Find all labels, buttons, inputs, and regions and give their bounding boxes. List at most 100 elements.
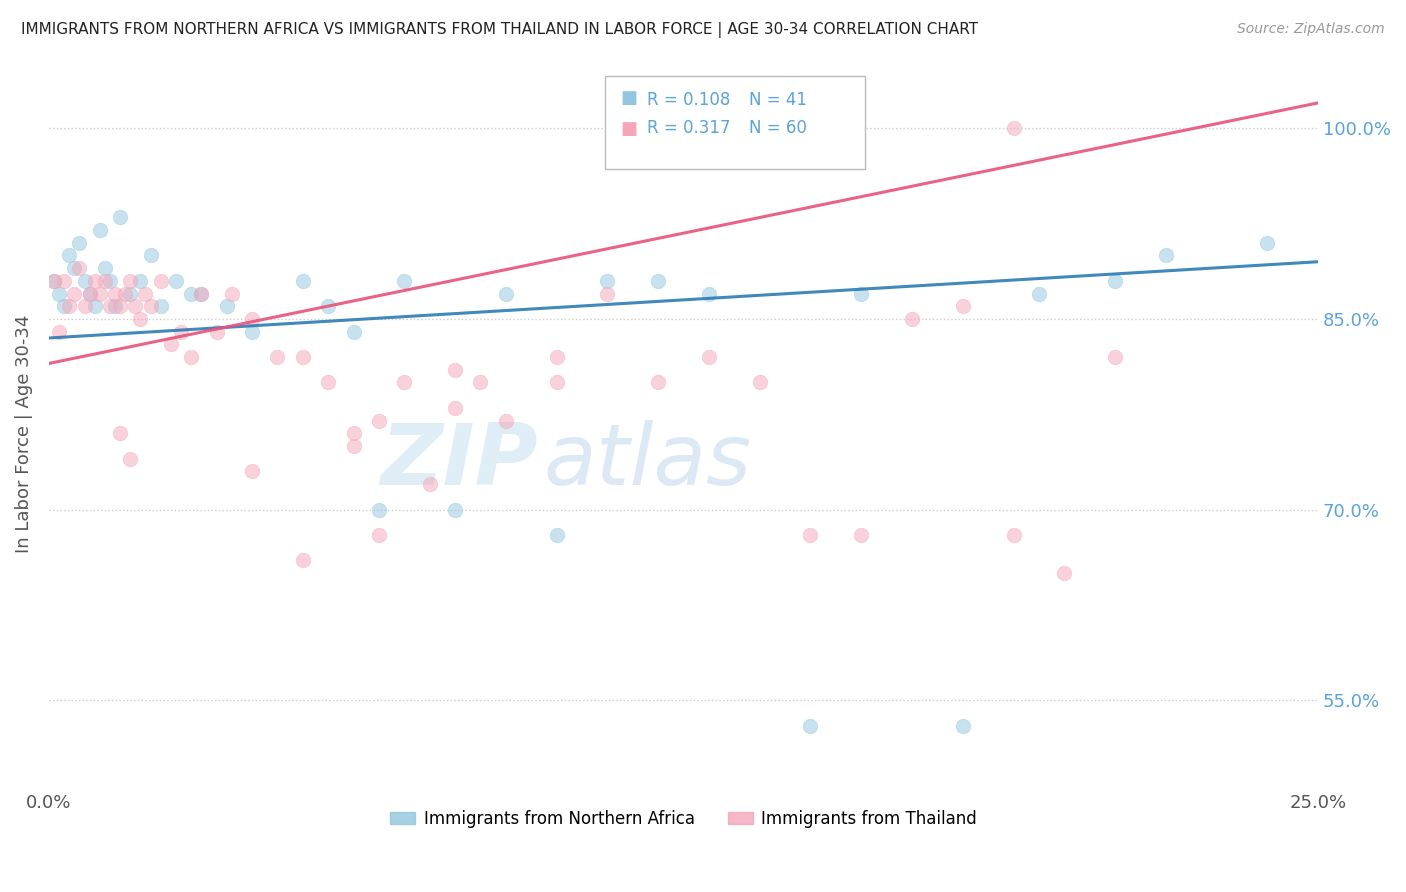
Point: [546, 376, 568, 390]
Text: R = 0.108: R = 0.108: [647, 91, 730, 109]
Point: [444, 363, 467, 377]
Point: [748, 376, 770, 390]
Point: [291, 350, 314, 364]
Y-axis label: In Labor Force | Age 30-34: In Labor Force | Age 30-34: [15, 314, 32, 552]
Point: [129, 274, 152, 288]
Point: [444, 502, 467, 516]
Point: [134, 286, 156, 301]
Point: [444, 401, 467, 415]
Point: [342, 325, 364, 339]
Point: [73, 299, 96, 313]
Point: [240, 325, 263, 339]
Point: [215, 299, 238, 313]
Point: [94, 274, 117, 288]
Point: [697, 350, 720, 364]
Text: ■: ■: [620, 89, 637, 107]
Point: [98, 299, 121, 313]
Point: [180, 286, 202, 301]
Point: [799, 528, 821, 542]
Point: [67, 261, 90, 276]
Point: [79, 286, 101, 301]
Point: [368, 502, 391, 516]
Point: [42, 274, 65, 288]
Point: [124, 299, 146, 313]
Text: R = 0.317: R = 0.317: [647, 119, 730, 136]
Point: [205, 325, 228, 339]
Point: [952, 719, 974, 733]
Point: [901, 312, 924, 326]
Point: [165, 274, 187, 288]
Text: IMMIGRANTS FROM NORTHERN AFRICA VS IMMIGRANTS FROM THAILAND IN LABOR FORCE | AGE: IMMIGRANTS FROM NORTHERN AFRICA VS IMMIG…: [21, 22, 979, 38]
Point: [240, 465, 263, 479]
Point: [495, 414, 517, 428]
Text: N = 41: N = 41: [749, 91, 807, 109]
Point: [596, 286, 619, 301]
Point: [316, 299, 339, 313]
Point: [108, 426, 131, 441]
Point: [1104, 350, 1126, 364]
Point: [104, 299, 127, 313]
Point: [1154, 248, 1177, 262]
Point: [495, 286, 517, 301]
Point: [48, 286, 70, 301]
Point: [58, 299, 80, 313]
Point: [108, 299, 131, 313]
Text: ■: ■: [620, 120, 637, 138]
Point: [73, 274, 96, 288]
Point: [1104, 274, 1126, 288]
Point: [368, 414, 391, 428]
Point: [596, 274, 619, 288]
Point: [266, 350, 288, 364]
Point: [120, 286, 142, 301]
Point: [1028, 286, 1050, 301]
Point: [546, 350, 568, 364]
Point: [342, 439, 364, 453]
Point: [108, 211, 131, 225]
Point: [546, 528, 568, 542]
Point: [89, 286, 111, 301]
Point: [221, 286, 243, 301]
Point: [58, 248, 80, 262]
Point: [149, 274, 172, 288]
Point: [419, 477, 441, 491]
Point: [53, 299, 76, 313]
Point: [114, 286, 136, 301]
Point: [67, 235, 90, 250]
Legend: Immigrants from Northern Africa, Immigrants from Thailand: Immigrants from Northern Africa, Immigra…: [384, 803, 984, 834]
Point: [120, 451, 142, 466]
Point: [129, 312, 152, 326]
Point: [94, 261, 117, 276]
Point: [53, 274, 76, 288]
Point: [83, 299, 105, 313]
Point: [79, 286, 101, 301]
Point: [48, 325, 70, 339]
Point: [190, 286, 212, 301]
Point: [470, 376, 492, 390]
Text: Source: ZipAtlas.com: Source: ZipAtlas.com: [1237, 22, 1385, 37]
Point: [63, 286, 86, 301]
Point: [1002, 121, 1025, 136]
Point: [104, 286, 127, 301]
Point: [89, 223, 111, 237]
Point: [851, 528, 873, 542]
Point: [170, 325, 193, 339]
Point: [1053, 566, 1076, 581]
Point: [394, 376, 416, 390]
Point: [368, 528, 391, 542]
Point: [63, 261, 86, 276]
Point: [316, 376, 339, 390]
Point: [149, 299, 172, 313]
Text: atlas: atlas: [544, 420, 752, 503]
Point: [190, 286, 212, 301]
Point: [83, 274, 105, 288]
Point: [851, 286, 873, 301]
Point: [159, 337, 181, 351]
Text: ZIP: ZIP: [380, 420, 537, 503]
Point: [98, 274, 121, 288]
Point: [952, 299, 974, 313]
Point: [799, 719, 821, 733]
Point: [647, 376, 669, 390]
Point: [342, 426, 364, 441]
Point: [139, 248, 162, 262]
Point: [240, 312, 263, 326]
